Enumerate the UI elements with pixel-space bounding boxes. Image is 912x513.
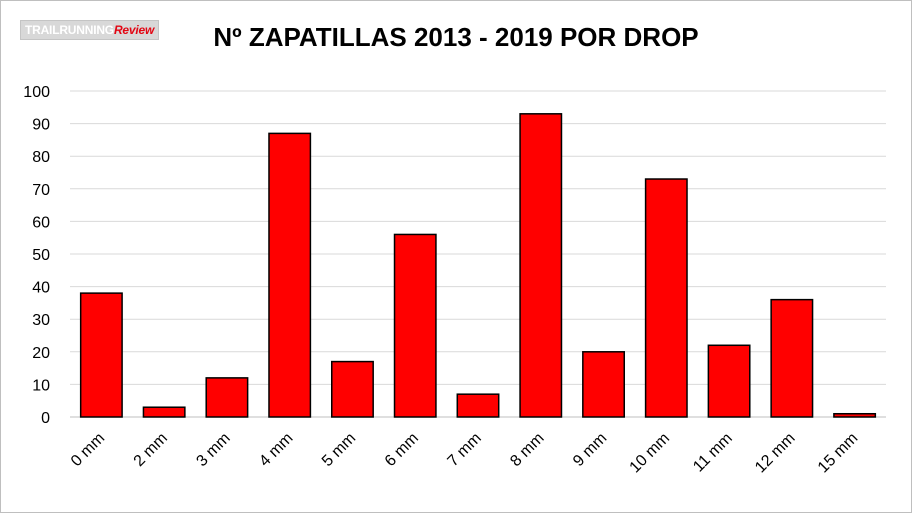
x-tick-label: 10 mm	[627, 430, 674, 477]
x-tick-label: 3 mm	[193, 430, 233, 470]
y-tick-label: 80	[32, 149, 50, 166]
bar-3mm	[205, 377, 249, 418]
bar-11mm	[707, 344, 751, 418]
y-tick-label: 20	[32, 345, 50, 362]
bar-0mm	[79, 292, 123, 418]
site-logo: TRAILRUNNINGReview	[20, 20, 160, 40]
x-tick-label: 7 mm	[445, 430, 485, 470]
bar-10mm	[644, 178, 688, 418]
x-tick-label: 2 mm	[131, 430, 171, 470]
y-tick-label: 0	[41, 410, 50, 427]
y-tick-label: 10	[32, 377, 50, 394]
x-tick-label: 4 mm	[256, 430, 296, 470]
y-tick-label: 50	[32, 247, 50, 264]
chart-title: Nº ZAPATILLAS 2013 - 2019 POR DROP	[213, 22, 699, 52]
logo-text-trailrunning: TRAILRUNNING	[25, 23, 114, 37]
bar-7mm	[456, 393, 500, 418]
y-tick-label: 90	[32, 117, 50, 134]
gridlines	[70, 90, 886, 418]
y-axis-ticks: 0 10 20 30 40 50 60 70 80 90 100	[23, 84, 50, 427]
x-tick-label: 5 mm	[319, 430, 359, 470]
bar-2mm	[142, 406, 186, 418]
x-tick-label: 0 mm	[68, 430, 108, 470]
x-tick-label: 9 mm	[570, 430, 610, 470]
y-tick-label: 100	[23, 84, 50, 101]
x-tick-label: 6 mm	[382, 430, 422, 470]
y-tick-label: 60	[32, 214, 50, 231]
bar-12mm	[770, 298, 814, 418]
bars	[79, 113, 877, 418]
bar-5mm	[330, 360, 374, 418]
bar-15mm	[833, 412, 877, 418]
bar-4mm	[268, 132, 312, 418]
y-tick-label: 40	[32, 280, 50, 297]
y-tick-label: 30	[32, 312, 50, 329]
x-axis-ticks: 0 mm 2 mm 3 mm 4 mm 5 mm 6 mm 7 mm 8 mm 9 mm 10 m…	[68, 430, 862, 477]
x-tick-label: 11 mm	[690, 430, 736, 476]
x-tick-label: 8 mm	[507, 430, 547, 470]
bar-6mm	[393, 233, 437, 418]
bar-8mm	[519, 113, 563, 418]
logo-text-review: Review	[113, 23, 155, 37]
x-tick-label: 12 mm	[752, 430, 799, 477]
y-tick-label: 70	[32, 182, 50, 199]
bar-9mm	[582, 351, 626, 418]
x-tick-label: 15 mm	[815, 430, 862, 477]
